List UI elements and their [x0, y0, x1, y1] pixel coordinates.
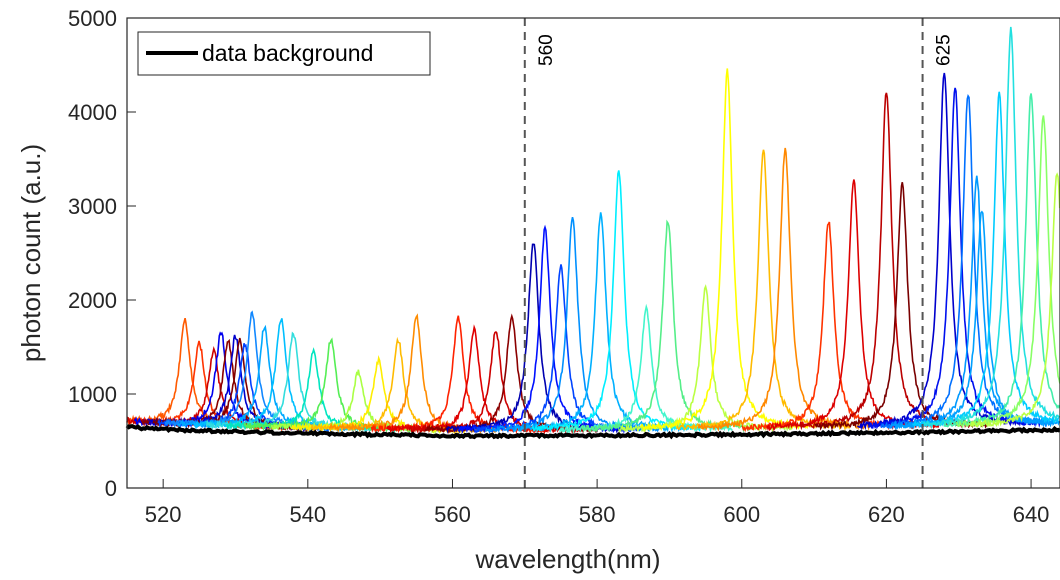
y-tick-label: 2000 [68, 288, 117, 313]
y-tick-label: 5000 [68, 6, 117, 31]
legend-label-data-background: data background [202, 40, 373, 66]
x-tick-label: 620 [868, 502, 905, 527]
y-tick-label: 3000 [68, 194, 117, 219]
reference-lines: 560 625 [523, 18, 955, 488]
series-line-peak-576.6 [484, 217, 660, 434]
reference-line-label-625: 625 [934, 34, 955, 66]
y-tick-label: 4000 [68, 100, 117, 125]
y-tick-label: 1000 [68, 382, 117, 407]
series-line-peak-612 [741, 221, 915, 433]
y-axis: 0 1000 2000 3000 4000 5000 [68, 6, 136, 501]
series-line-peak-595 [618, 284, 793, 434]
series-line-peak-643.6 [970, 172, 1060, 429]
x-axis: 520 540 560 580 600 620 640 [145, 479, 1050, 527]
series-line-peak-637.2 [923, 26, 1060, 430]
series-line-peak-635.6 [912, 91, 1060, 429]
legend: data background [137, 31, 431, 76]
series-line-peak-598 [639, 68, 814, 433]
series-line-peak-555 [328, 313, 503, 434]
x-tick-label: 540 [289, 502, 326, 527]
series-line-peak-583 [531, 170, 706, 434]
peak-series-layer [126, 26, 1060, 435]
plot-area-frame [126, 17, 1060, 489]
y-tick-label: 0 [105, 476, 117, 501]
x-tick-label: 580 [579, 502, 616, 527]
y-axis-label: photon count (a.u.) [16, 144, 46, 362]
x-tick-label: 560 [434, 502, 471, 527]
x-tick-label: 520 [145, 502, 182, 527]
x-axis-label: wavelength(nm) [475, 544, 661, 574]
series-line-peak-575 [473, 264, 648, 434]
reference-line-label-560: 560 [536, 34, 557, 66]
series-line-peak-632.5 [889, 175, 1060, 430]
x-tick-label: 640 [1013, 502, 1050, 527]
x-tick-label: 600 [723, 502, 760, 527]
series-line-peak-566 [408, 330, 583, 435]
series-line-data-background [125, 424, 1060, 440]
series-line-peak-606 [697, 147, 872, 432]
